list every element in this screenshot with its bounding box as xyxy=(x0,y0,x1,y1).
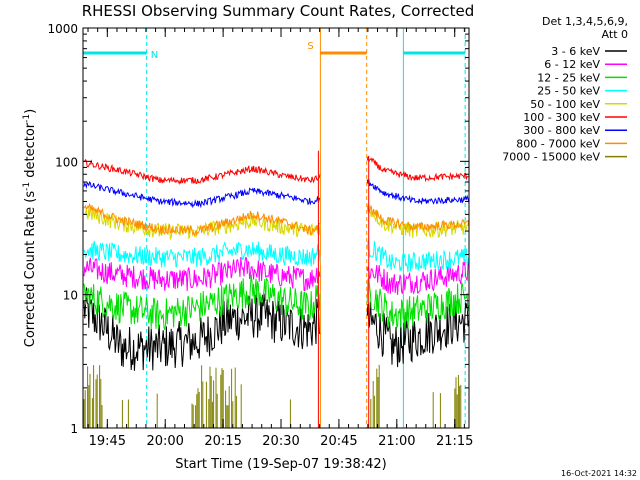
series-3-segment-1 xyxy=(366,238,470,273)
series-4 xyxy=(83,203,470,241)
y-tick-label-0: 1 xyxy=(70,422,78,436)
x-tick-label-1: 20:00 xyxy=(146,434,183,449)
timestamp: 16-Oct-2021 14:32 xyxy=(561,469,637,478)
x-tick-label-2: 20:15 xyxy=(204,434,241,449)
series-high-energy xyxy=(83,364,462,428)
series-4-segment-0 xyxy=(83,206,321,241)
series-1-segment-0 xyxy=(83,256,321,292)
series-5 xyxy=(83,156,469,185)
y-tick-label-2: 100 xyxy=(55,155,78,169)
x-tick-label-0: 19:45 xyxy=(89,434,126,449)
plot-frame xyxy=(82,27,470,429)
legend-label-3: 25 - 50 keV xyxy=(537,85,600,98)
x-tick-label-6: 21:15 xyxy=(436,434,473,449)
legend-label-8: 7000 - 15000 keV xyxy=(502,151,600,164)
series-5-segment-1 xyxy=(366,156,469,183)
chart-title: RHESSI Observing Summary Count Rates, Co… xyxy=(82,2,475,20)
series-0 xyxy=(83,287,470,371)
legend-header-line-1: Det 1,3,4,5,6,9, xyxy=(542,15,628,28)
legend-label-2: 12 - 25 keV xyxy=(537,71,600,84)
plot-layer: NS xyxy=(82,28,470,428)
series-1-segment-1 xyxy=(366,260,470,295)
legend-label-4: 50 - 100 keV xyxy=(530,98,600,111)
series-6-segment-0 xyxy=(83,181,321,209)
legend-label-6: 300 - 800 keV xyxy=(523,124,600,137)
series-7-segment-1 xyxy=(366,205,470,232)
series-2 xyxy=(83,274,470,331)
series-0-segment-1 xyxy=(366,301,470,368)
series-6-segment-1 xyxy=(366,179,470,206)
series-5-segment-0 xyxy=(83,158,321,185)
legend-label-7: 800 - 7000 keV xyxy=(516,137,600,150)
axis-ticks: 1 10 100 1000 19:45 20:00 20:15 20:30 20:45 21:00… xyxy=(47,22,473,449)
flag-label-S: S xyxy=(307,41,313,52)
series-0-segment-0 xyxy=(83,287,321,371)
series-2-segment-0 xyxy=(83,274,321,331)
y-tick-label-3: 1000 xyxy=(47,22,78,36)
flag-label-N: N xyxy=(151,50,158,61)
series-3-segment-0 xyxy=(83,240,321,268)
legend-label-0: 3 - 6 keV xyxy=(551,45,600,58)
x-axis-label: Start Time (19-Sep-07 19:38:42) xyxy=(175,457,386,472)
legend-label-5: 100 - 300 keV xyxy=(523,111,600,124)
series-6 xyxy=(83,179,470,209)
legend-header-line-2: Att 0 xyxy=(602,28,628,41)
series-2-segment-1 xyxy=(366,278,470,330)
series-7-segment-0 xyxy=(83,202,321,237)
x-tick-label-5: 21:00 xyxy=(378,434,415,449)
legend-label-1: 6 - 12 keV xyxy=(544,58,600,71)
x-tick-label-3: 20:30 xyxy=(262,434,299,449)
x-tick-label-4: 20:45 xyxy=(320,434,357,449)
y-tick-label-1: 10 xyxy=(63,289,78,303)
y-axis-label: Corrected Count Rate (s-1 detector-1) xyxy=(22,109,38,347)
series-7 xyxy=(83,202,470,237)
series-3 xyxy=(83,238,470,273)
series-1 xyxy=(83,256,470,295)
